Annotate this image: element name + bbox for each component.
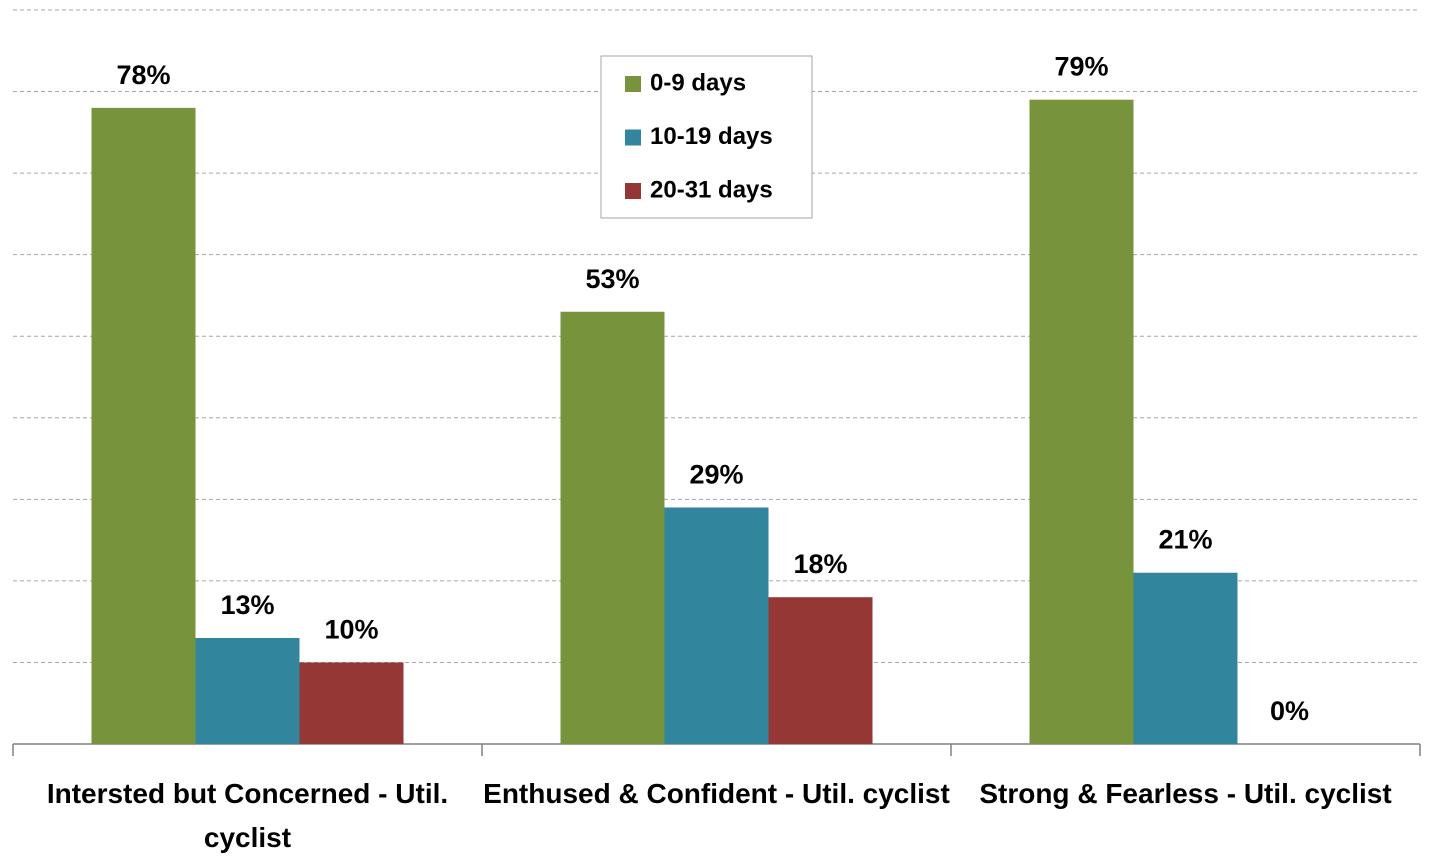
data-label: 79% xyxy=(1054,52,1108,82)
data-label: 0% xyxy=(1270,696,1309,726)
bar xyxy=(560,311,665,744)
data-label: 18% xyxy=(793,549,847,579)
legend-label: 20-31 days xyxy=(650,176,773,203)
data-label: 53% xyxy=(585,264,639,294)
bar xyxy=(195,637,300,744)
data-label: 78% xyxy=(116,60,170,90)
x-tick-label: Intersted but Concerned - Util. cyclist xyxy=(46,778,449,853)
x-tick-label: Strong & Fearless - Util. cyclist xyxy=(979,778,1392,809)
bar xyxy=(1133,572,1238,744)
bar xyxy=(299,662,404,744)
legend-label: 0-9 days xyxy=(650,69,746,96)
bar xyxy=(768,597,873,744)
bar xyxy=(1029,99,1134,744)
legend-swatch xyxy=(625,183,641,199)
legend-swatch xyxy=(625,76,641,92)
data-label: 21% xyxy=(1158,525,1212,555)
legend-swatch xyxy=(625,129,641,146)
bar xyxy=(664,507,769,744)
x-tick-label: Enthused & Confident - Util. cyclist xyxy=(483,778,950,809)
data-label: 10% xyxy=(324,614,378,644)
bar xyxy=(91,107,196,744)
legend-label: 10-19 days xyxy=(650,123,773,150)
data-label: 13% xyxy=(220,590,274,620)
data-label: 29% xyxy=(689,459,743,489)
